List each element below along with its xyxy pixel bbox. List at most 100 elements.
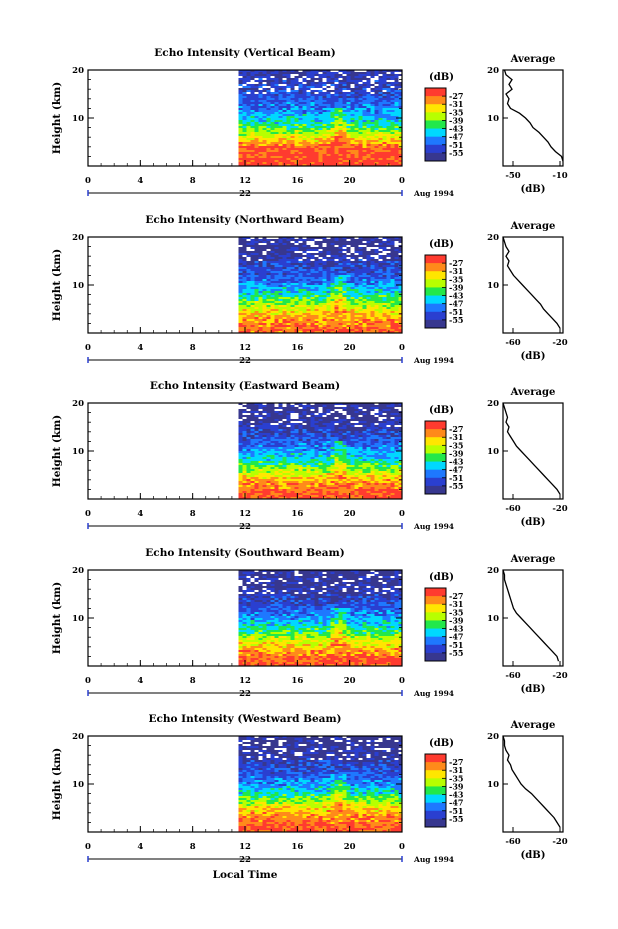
heatmap-cell xyxy=(318,453,323,455)
heatmap-cell xyxy=(266,269,271,271)
heatmap-cell xyxy=(238,162,243,164)
heatmap-cell xyxy=(306,267,311,269)
heatmap-cell xyxy=(278,70,283,72)
heatmap-cell xyxy=(242,319,247,321)
heatmap-cell xyxy=(246,307,251,309)
heatmap-cell xyxy=(322,118,327,120)
heatmap-cell xyxy=(262,429,267,431)
heatmap-cell xyxy=(310,295,315,297)
heatmap-cell xyxy=(310,331,315,333)
heatmap-cell xyxy=(306,112,311,114)
heatmap-cell xyxy=(334,255,339,257)
heatmap-cell xyxy=(238,271,243,273)
heatmap-cell xyxy=(246,96,251,98)
heatmap-cell xyxy=(294,130,299,132)
heatmap-cell xyxy=(382,154,387,156)
heatmap-cell xyxy=(274,82,279,84)
heatmap-cell xyxy=(398,118,403,120)
y-axis-label: Height (km) xyxy=(51,249,63,321)
heatmap-cell xyxy=(314,325,319,327)
heatmap-cell xyxy=(370,108,375,110)
heatmap-cell xyxy=(302,154,307,156)
heatmap-cell xyxy=(350,327,355,329)
heatmap-cell xyxy=(370,331,375,333)
heatmap-cell xyxy=(270,132,275,134)
heatmap-cell xyxy=(246,425,251,427)
heatmap-cell xyxy=(266,106,271,108)
heatmap-cell xyxy=(310,301,315,303)
heatmap-cell xyxy=(274,313,279,315)
heatmap-cell xyxy=(274,289,279,291)
heatmap-cell xyxy=(350,271,355,273)
heatmap-cell xyxy=(298,90,303,92)
heatmap-cell xyxy=(274,114,279,116)
heatmap-cell xyxy=(398,287,403,289)
heatmap-cell xyxy=(286,411,291,413)
heatmap-cell xyxy=(382,152,387,154)
heatmap-cell xyxy=(326,411,331,413)
heatmap-cell xyxy=(246,299,251,301)
average-title: Average xyxy=(510,221,556,232)
heatmap-cell xyxy=(394,249,399,251)
heatmap-cell xyxy=(322,405,327,407)
heatmap-cell xyxy=(374,261,379,263)
heatmap-cell xyxy=(362,443,367,445)
heatmap-cell xyxy=(246,451,251,453)
heatmap-cell xyxy=(290,407,295,409)
heatmap-cell xyxy=(286,275,291,277)
heatmap-cell xyxy=(370,152,375,154)
heatmap-cell xyxy=(366,273,371,275)
heatmap-cell xyxy=(378,247,383,249)
heatmap-cell xyxy=(286,429,291,431)
heatmap-cell xyxy=(246,277,251,279)
heatmap-cell xyxy=(346,413,351,415)
heatmap-cell xyxy=(258,241,263,243)
heatmap-cell xyxy=(266,321,271,323)
heatmap-cell xyxy=(302,277,307,279)
heatmap-cell xyxy=(298,269,303,271)
heatmap-cell xyxy=(322,283,327,285)
heatmap-cell xyxy=(354,120,359,122)
heatmap-cell xyxy=(338,453,343,455)
heatmap-cell xyxy=(246,323,251,325)
heatmap-cell xyxy=(306,160,311,162)
heatmap-cell xyxy=(382,114,387,116)
heatmap-cell xyxy=(294,90,299,92)
heatmap-cell xyxy=(286,255,291,257)
heatmap-cell xyxy=(286,441,291,443)
heatmap-cell xyxy=(314,297,319,299)
heatmap-cell xyxy=(254,289,259,291)
heatmap-cell xyxy=(318,158,323,160)
heatmap-cell xyxy=(238,301,243,303)
colorbar-tick-label: -43 xyxy=(449,291,464,301)
heatmap-cell xyxy=(274,261,279,263)
heatmap-cell xyxy=(358,104,363,106)
heatmap-cell xyxy=(262,90,267,92)
heatmap-cell xyxy=(266,158,271,160)
heatmap-cell xyxy=(302,433,307,435)
heatmap-cell xyxy=(298,291,303,293)
heatmap-cell xyxy=(382,108,387,110)
heatmap-cell xyxy=(390,279,395,281)
heatmap-cell xyxy=(334,257,339,259)
heatmap-cell xyxy=(362,263,367,265)
heatmap-cell xyxy=(334,243,339,245)
heatmap-cell xyxy=(370,144,375,146)
heatmap-cell xyxy=(314,409,319,411)
heatmap-cell xyxy=(398,142,403,144)
heatmap-cell xyxy=(270,283,275,285)
heatmap-cell xyxy=(382,293,387,295)
heatmap-cell xyxy=(334,327,339,329)
heatmap-cell xyxy=(282,445,287,447)
heatmap-cell xyxy=(302,301,307,303)
heatmap-cell xyxy=(346,427,351,429)
heatmap-cell xyxy=(290,100,295,102)
heatmap-cell xyxy=(366,403,371,405)
heatmap-cell xyxy=(302,441,307,443)
heatmap-cell xyxy=(398,445,403,447)
heatmap-cell xyxy=(334,152,339,154)
heatmap-cell xyxy=(270,317,275,319)
heatmap-cell xyxy=(374,453,379,455)
heatmap-cell xyxy=(262,116,267,118)
heatmap-cell xyxy=(254,279,259,281)
